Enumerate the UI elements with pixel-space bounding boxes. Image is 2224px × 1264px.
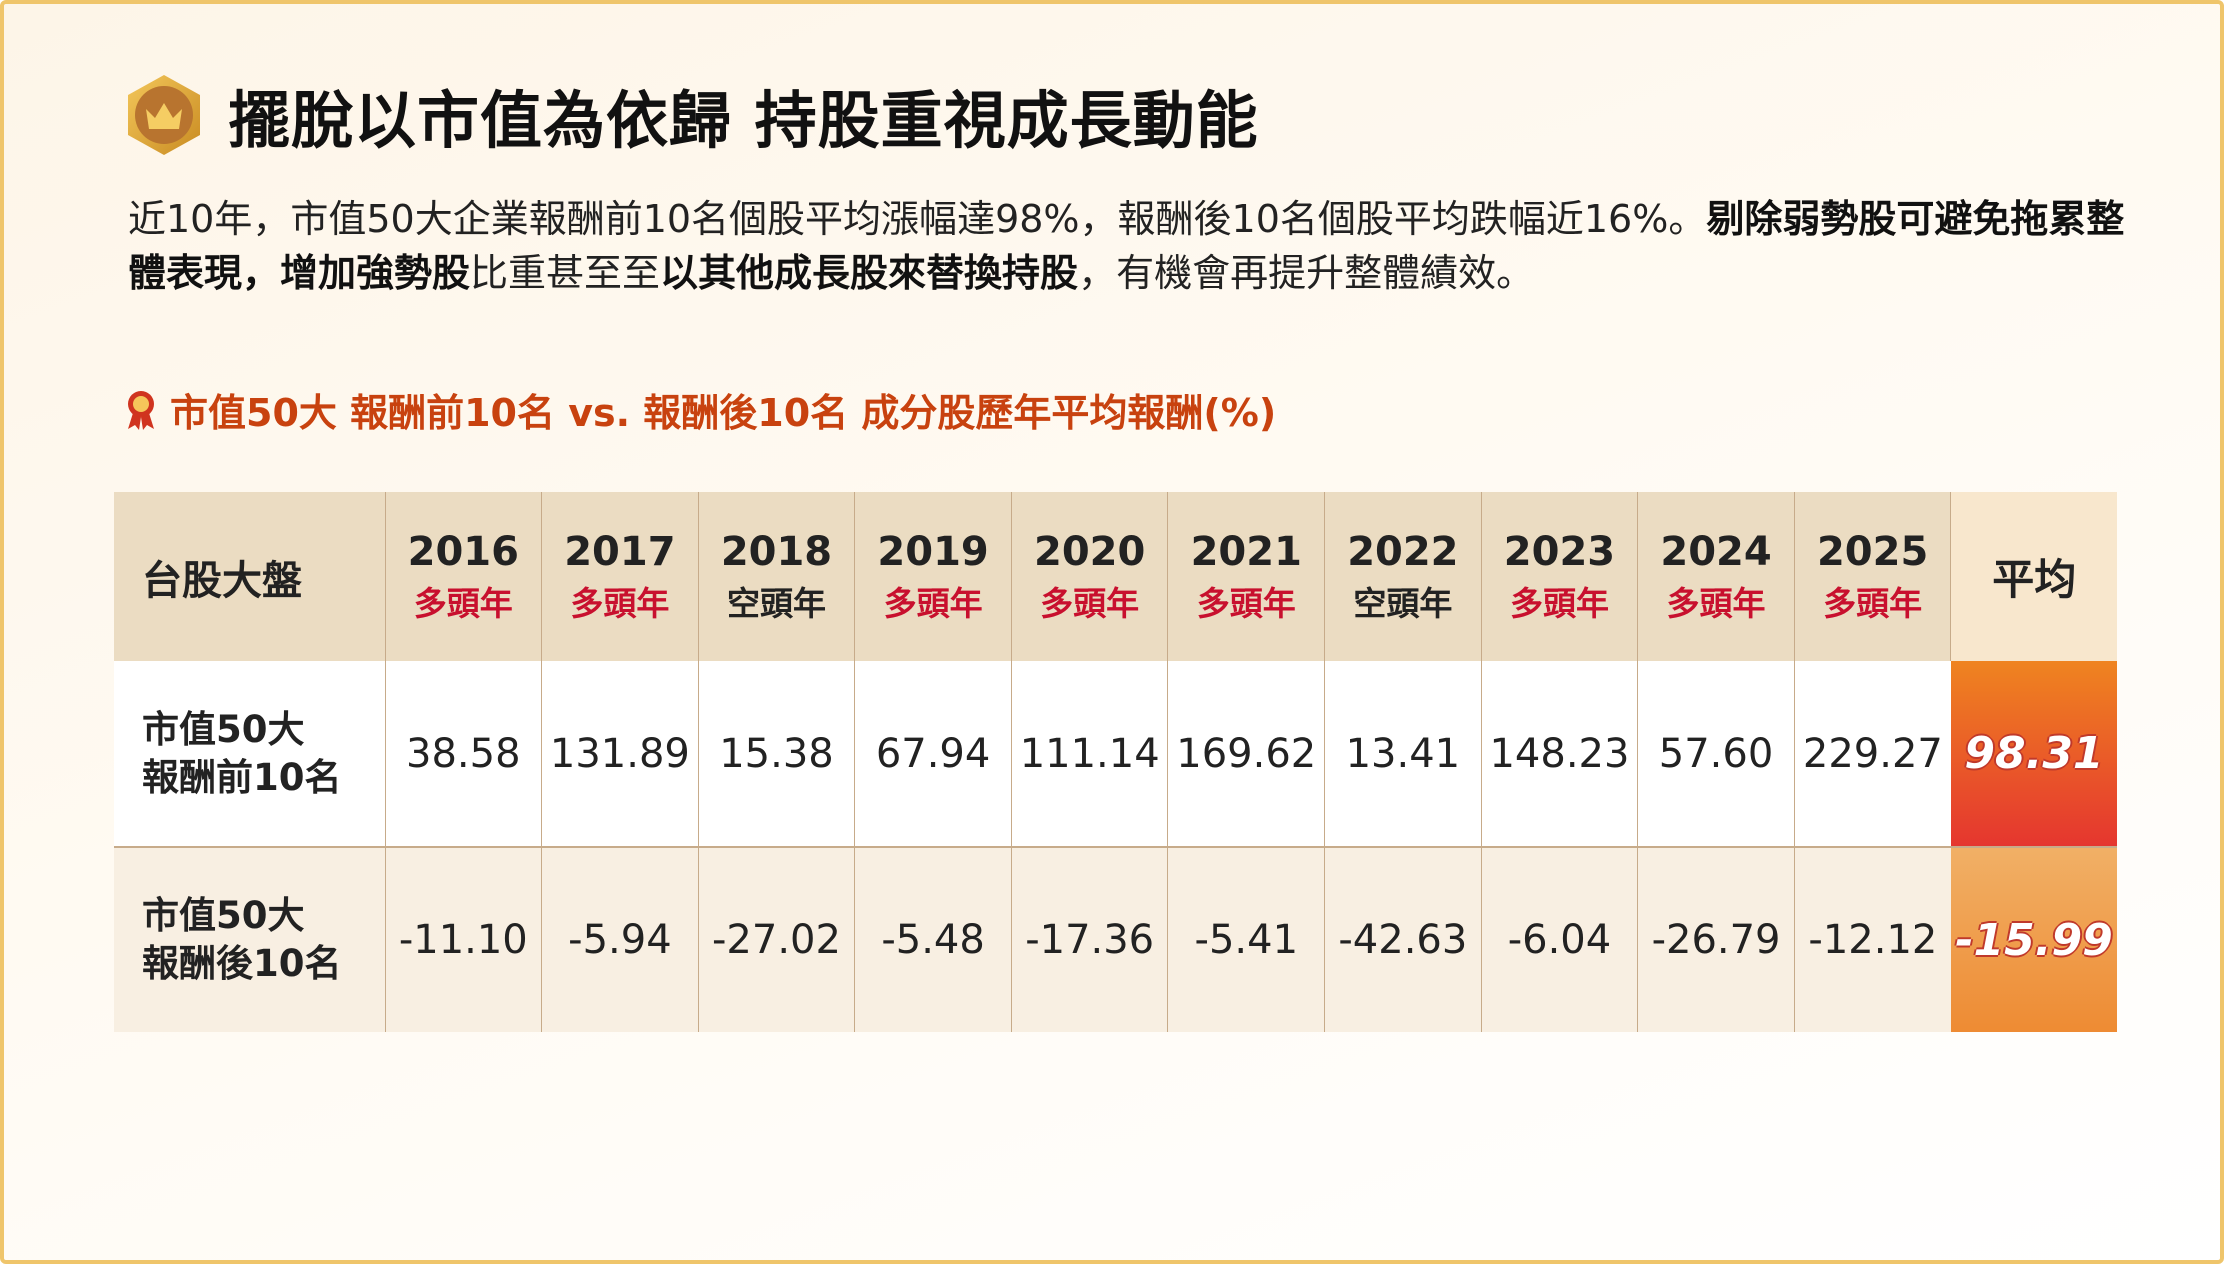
crown-badge-icon [128, 75, 200, 155]
value-cell: 13.41 [1324, 661, 1482, 847]
market-label: 多頭年 [413, 583, 513, 623]
market-label: 多頭年 [1823, 583, 1923, 623]
value-cell: -5.41 [1167, 847, 1325, 1032]
market-label: 多頭年 [883, 583, 983, 623]
year-label: 2021 [1190, 528, 1302, 575]
value-cell: -42.63 [1324, 847, 1482, 1032]
market-label: 多頭年 [1666, 583, 1766, 623]
year-label: 2020 [1034, 528, 1146, 575]
year-header: 2025 多頭年 [1793, 492, 1951, 661]
value-cell: 131.89 [541, 661, 699, 847]
desc-bold: 增加強勢股 [280, 251, 471, 295]
year-header: 2023 多頭年 [1480, 492, 1638, 661]
value-cell: 15.38 [697, 661, 855, 847]
market-label: 多頭年 [1509, 583, 1609, 623]
caption-text: 市值50大 報酬前10名 vs. 報酬後10名 成分股歷年平均報酬(%) [170, 391, 1277, 435]
year-label: 2025 [1816, 528, 1929, 575]
row-label-line: 報酬前10名 [142, 755, 342, 799]
year-label: 2017 [564, 528, 676, 575]
year-header: 2016 多頭年 [384, 492, 542, 661]
row-label-line: 市值50大 [142, 707, 305, 751]
value-cell: 38.58 [384, 661, 542, 847]
value-cell: 57.60 [1637, 661, 1795, 847]
year-label: 2022 [1347, 528, 1459, 575]
value-cell: -26.79 [1637, 847, 1795, 1032]
corner-header: 台股大盤 [142, 557, 302, 604]
year-header: 2018 空頭年 [697, 492, 855, 661]
returns-table: 台股大盤 2016 多頭年 2017 多頭年 2018 空頭年 2019 多頭年 2020 多頭年… [114, 492, 2117, 1032]
year-header: 2020 多頭年 [1010, 492, 1168, 661]
award-ribbon-icon [128, 390, 154, 430]
year-header: 2024 多頭年 [1637, 492, 1795, 661]
row-label-line: 市值50大 [142, 894, 305, 937]
market-label: 多頭年 [1196, 583, 1296, 623]
average-cell: 98.31 [1950, 661, 2117, 847]
year-header: 2017 多頭年 [541, 492, 699, 661]
year-label: 2018 [720, 528, 833, 575]
year-header: 2021 多頭年 [1167, 492, 1325, 661]
value-cell: 67.94 [854, 661, 1012, 847]
value-cell: -6.04 [1480, 847, 1638, 1032]
value-cell: -17.36 [1010, 847, 1168, 1032]
value-cell: -27.02 [697, 847, 855, 1032]
average-cell: -15.99 [1950, 847, 2117, 1032]
market-label: 空頭年 [726, 583, 826, 623]
page-title: 擺脫以市值為依歸 持股重視成長動能 [228, 84, 1259, 157]
year-label: 2016 [407, 528, 519, 575]
desc-bold: 剔除弱勢股可避免拖累整體表現， [128, 197, 2125, 295]
market-label: 空頭年 [1353, 583, 1453, 623]
average-value: -15.99 [1955, 914, 2113, 966]
row-label: 市值50大報酬後10名 [114, 847, 385, 1032]
value-cell: -11.10 [384, 847, 542, 1032]
desc-text: 近10年，市值50大企業報酬前10名個股平均漲幅達98%，報酬後10名個股平均跌… [128, 197, 1707, 241]
average-value: 98.31 [1964, 728, 2104, 779]
value-cell: 148.23 [1480, 661, 1638, 847]
desc-text: ，有機會再提升整體績效。 [1078, 251, 1535, 295]
value-cell: -5.48 [854, 847, 1012, 1032]
header-row: 台股大盤 2016 多頭年 2017 多頭年 2018 空頭年 2019 多頭年 2020 多頭年… [114, 492, 2117, 661]
desc-bold: 以其他成長股來替換持股 [660, 251, 1079, 295]
value-cell: 229.27 [1793, 661, 1951, 847]
market-label: 多頭年 [1040, 583, 1140, 623]
row-label: 市值50大 報酬前10名 [114, 661, 385, 847]
value-cell: 111.14 [1010, 661, 1168, 847]
value-cell: 169.62 [1167, 661, 1325, 847]
table-row: 市值50大 報酬前10名 38.58 131.89 15.38 67.94 111.14 16… [114, 661, 2117, 847]
year-label: 2024 [1660, 528, 1772, 575]
header: 擺脫以市值為依歸 持股重視成長動能 [126, 70, 1259, 160]
year-label: 2023 [1503, 528, 1616, 575]
year-label: 2019 [877, 528, 989, 575]
row-label-line: 報酬後10名 [142, 942, 342, 985]
description: 近10年，市值50大企業報酬前10名個股平均漲幅達98%，報酬後10名個股平均跌… [128, 192, 2128, 300]
year-header: 2019 多頭年 [854, 492, 1012, 661]
average-header: 平均 [1950, 492, 2117, 661]
market-label: 多頭年 [570, 583, 670, 623]
value-cell: -5.94 [541, 847, 699, 1032]
desc-text: 比重甚至至 [470, 251, 661, 295]
year-header: 2022 空頭年 [1324, 492, 1482, 661]
table-row: 市值50大 報酬後10名 -11.10 -5.94 -27.02 -5.48 -17.36-… [114, 847, 2117, 1032]
table-caption: 市值50大 報酬前10名 vs. 報酬後10名 成分股歷年平均報酬(%) [124, 382, 1276, 437]
value-cell: -12.12 [1793, 847, 1951, 1032]
